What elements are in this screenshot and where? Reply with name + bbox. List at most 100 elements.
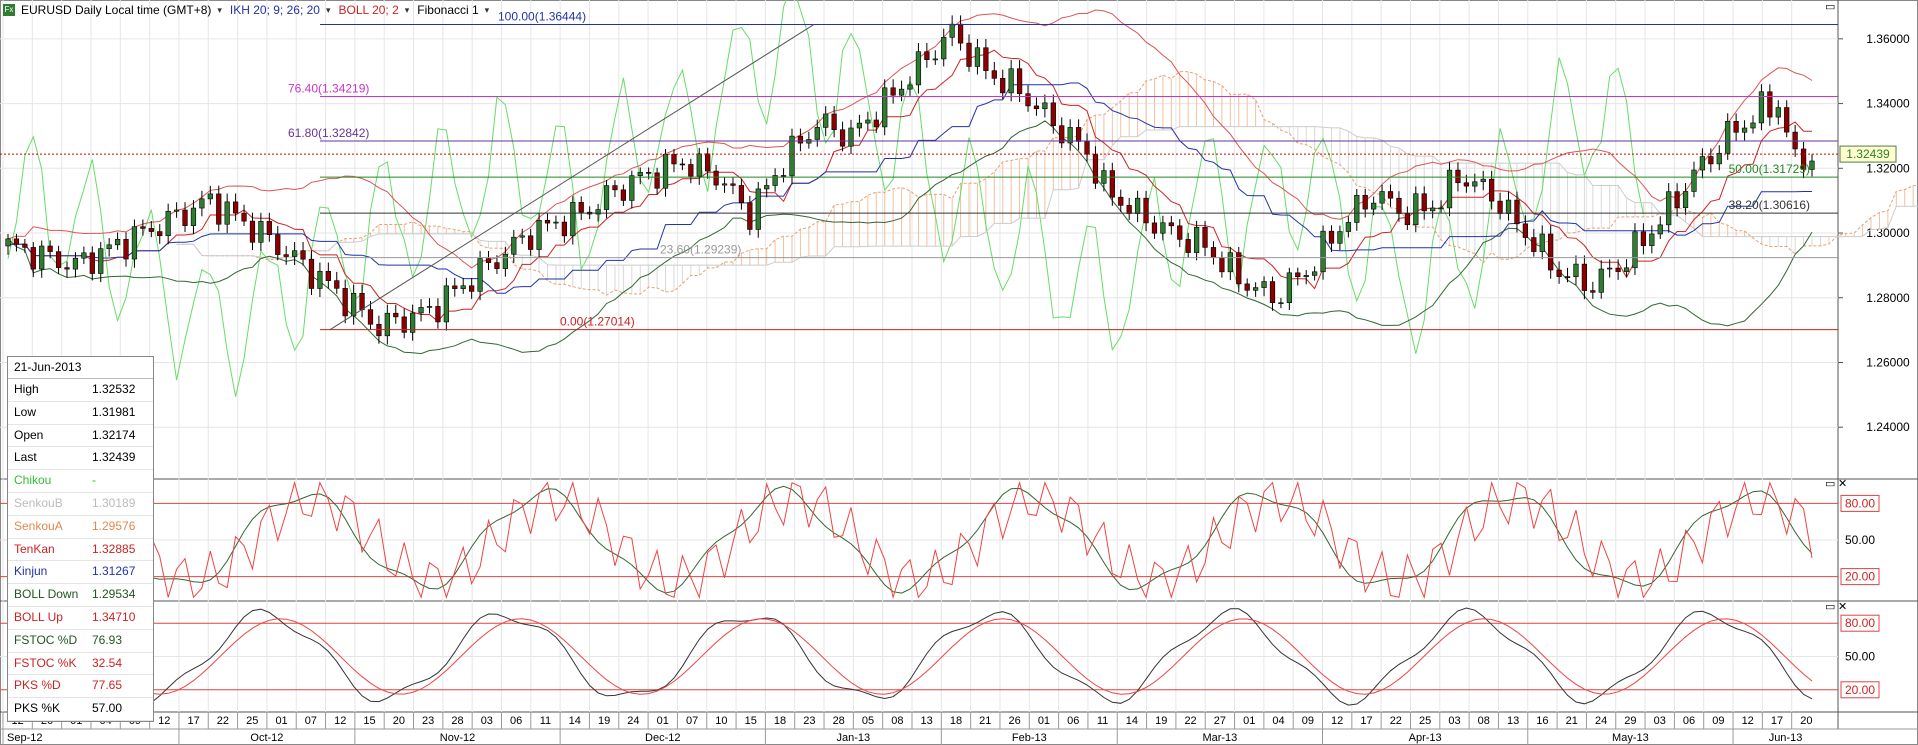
y-tick-label: 1.26000 bbox=[1866, 355, 1910, 369]
x-tick-label: 04 bbox=[1272, 715, 1284, 727]
candle-body bbox=[949, 23, 955, 38]
candle-body bbox=[1126, 205, 1132, 214]
candle-body bbox=[688, 164, 694, 177]
candle-body bbox=[190, 207, 197, 226]
x-tick-label: 03 bbox=[1654, 715, 1666, 727]
candle-body bbox=[1716, 152, 1722, 165]
candle-body bbox=[249, 220, 256, 243]
candle-body bbox=[528, 235, 534, 250]
x-tick-label: 22 bbox=[1390, 715, 1402, 727]
candle-body bbox=[1151, 222, 1158, 234]
month-label: Jun-13 bbox=[1769, 732, 1803, 744]
pks-pane-restore-button[interactable]: ▭ bbox=[1825, 601, 1836, 613]
month-label: May-13 bbox=[1612, 732, 1649, 744]
data-window-value: 1.32439 bbox=[92, 450, 136, 465]
candle-body bbox=[1497, 200, 1503, 214]
candle-body bbox=[620, 189, 627, 201]
pks-pane-close-button[interactable]: ✕ bbox=[1838, 601, 1848, 613]
oscillator-y-tick-label: 20.00 bbox=[1845, 683, 1875, 697]
x-tick-label: 01 bbox=[657, 715, 669, 727]
y-tick-label: 1.34000 bbox=[1866, 97, 1910, 111]
candle-body bbox=[1050, 102, 1056, 126]
dropdown-arrow-icon[interactable]: ▾ bbox=[217, 4, 222, 15]
candle-body bbox=[98, 248, 104, 274]
data-window-value: 1.31267 bbox=[92, 564, 136, 579]
candle-body bbox=[738, 185, 745, 203]
candle-body bbox=[13, 238, 20, 245]
oscillator-level-box bbox=[1840, 614, 1880, 632]
fibonacci-label[interactable]: Fibonacci 1 bbox=[417, 3, 479, 17]
candle-body bbox=[1059, 125, 1065, 144]
candle-body bbox=[873, 119, 879, 128]
candle-body bbox=[1758, 91, 1765, 124]
candle-body bbox=[713, 170, 719, 186]
x-tick-label: 15 bbox=[363, 715, 375, 727]
candle-body bbox=[1320, 230, 1326, 273]
candle-body bbox=[1387, 191, 1394, 199]
boll-indicator-label[interactable]: BOLL 20; 2 bbox=[338, 3, 399, 17]
x-tick-label: 12 bbox=[1742, 715, 1754, 727]
fstoc-pane-close-button[interactable]: ✕ bbox=[1838, 478, 1848, 490]
dropdown-arrow-icon[interactable]: ▾ bbox=[325, 4, 331, 15]
x-tick-label: 07 bbox=[686, 715, 698, 727]
candle-body bbox=[1033, 105, 1040, 110]
oscillator-level-box bbox=[1840, 568, 1880, 586]
x-tick-label: 16 bbox=[1536, 715, 1548, 727]
x-tick-label: 24 bbox=[1595, 715, 1607, 727]
data-window-value: 1.32174 bbox=[92, 427, 136, 442]
oscillator-y-tick-label: 80.00 bbox=[1845, 496, 1875, 510]
candle-body bbox=[232, 201, 239, 214]
x-tick-label: 12 bbox=[158, 715, 170, 727]
ikh-indicator-label[interactable]: IKH 20; 9; 26; 20 bbox=[229, 3, 320, 17]
data-window-row: Open 1.32174 bbox=[8, 425, 153, 448]
candle-body bbox=[477, 258, 483, 292]
fstoc-pane-restore-button[interactable]: ▭ bbox=[1825, 478, 1836, 490]
fx-symbol-icon: Fx bbox=[3, 4, 15, 16]
candle-body bbox=[595, 209, 601, 215]
month-label: Dec-12 bbox=[645, 732, 680, 744]
candle-body bbox=[106, 244, 112, 249]
x-tick-label: 09 bbox=[1712, 715, 1724, 727]
x-tick-label: 11 bbox=[540, 715, 551, 727]
main-pane-restore-button[interactable]: ▭ bbox=[1825, 1, 1836, 13]
candle-body bbox=[39, 245, 45, 270]
y-tick-label: 1.32000 bbox=[1866, 161, 1910, 175]
candle-body bbox=[131, 226, 138, 260]
candle-body bbox=[148, 228, 154, 232]
candle-body bbox=[612, 185, 618, 191]
candle-body bbox=[898, 88, 905, 96]
candle-body bbox=[991, 70, 997, 79]
candle-body bbox=[1295, 272, 1301, 278]
candle-body bbox=[679, 163, 686, 166]
candle-body bbox=[1092, 153, 1099, 184]
pks-k-line bbox=[7, 618, 1813, 695]
month-label: Apr-13 bbox=[1409, 732, 1442, 744]
fibonacci-level-label: 76.40(1.34219) bbox=[288, 81, 369, 95]
candle-body bbox=[443, 285, 449, 323]
candle-body bbox=[1666, 191, 1672, 226]
candle-body bbox=[1185, 239, 1191, 253]
x-tick-label: 14 bbox=[569, 715, 581, 727]
oscillator-y-tick-label: 80.00 bbox=[1845, 616, 1875, 630]
symbol-label[interactable]: EURUSD Daily Local time (GMT+8) bbox=[21, 3, 212, 17]
x-tick-label: 28 bbox=[833, 715, 845, 727]
dropdown-arrow-icon[interactable]: ▾ bbox=[484, 4, 490, 15]
candle-body bbox=[1531, 237, 1537, 252]
dropdown-arrow-icon[interactable]: ▾ bbox=[404, 4, 410, 15]
candle-body bbox=[1784, 107, 1790, 133]
data-window-value: 77.65 bbox=[92, 678, 123, 693]
x-tick-label: 18 bbox=[774, 715, 786, 727]
candle-body bbox=[705, 153, 711, 172]
candle-body bbox=[1202, 227, 1208, 248]
candle-body bbox=[696, 153, 702, 177]
candle-body bbox=[266, 221, 272, 235]
candle-body bbox=[1446, 169, 1453, 209]
candle-body bbox=[140, 226, 146, 229]
x-tick-label: 19 bbox=[1155, 715, 1167, 727]
data-window-value: 57.00 bbox=[92, 701, 123, 716]
data-window-row: BOLL Up 1.34710 bbox=[8, 607, 153, 630]
x-tick-label: 07 bbox=[305, 715, 317, 727]
data-window-row: PKS %D 77.65 bbox=[8, 675, 153, 699]
candle-body bbox=[1522, 223, 1529, 238]
